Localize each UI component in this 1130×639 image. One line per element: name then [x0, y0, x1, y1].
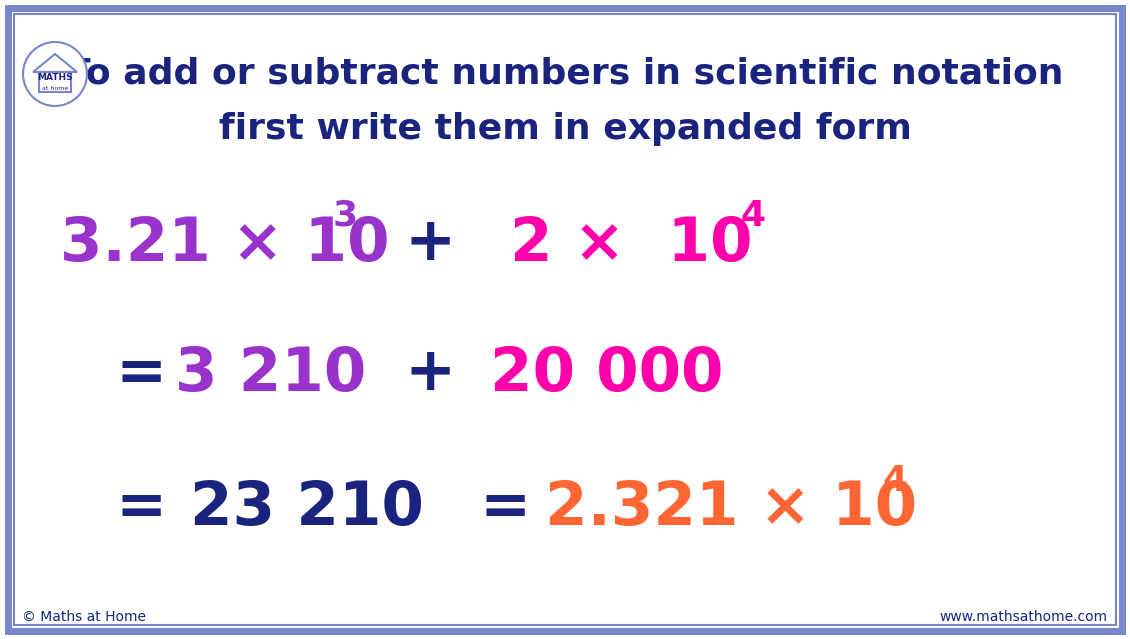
Text: at home: at home [42, 86, 68, 91]
Text: 2.321 × 10: 2.321 × 10 [545, 479, 918, 539]
Text: 2 ×  10: 2 × 10 [510, 215, 753, 273]
Text: 20 000: 20 000 [490, 344, 723, 403]
Text: =: = [115, 479, 166, 539]
Text: =: = [115, 344, 166, 403]
Text: 3.21 × 10: 3.21 × 10 [60, 215, 390, 273]
Text: =: = [480, 479, 531, 539]
Text: © Maths at Home: © Maths at Home [21, 610, 146, 624]
Circle shape [23, 42, 87, 106]
Text: www.mathsathome.com: www.mathsathome.com [940, 610, 1109, 624]
Text: 4: 4 [740, 199, 765, 233]
FancyBboxPatch shape [14, 14, 1116, 625]
Text: To add or subtract numbers in scientific notation: To add or subtract numbers in scientific… [67, 57, 1063, 91]
Text: 3 210: 3 210 [175, 344, 366, 403]
Text: +: + [405, 344, 455, 403]
Text: first write them in expanded form: first write them in expanded form [218, 112, 912, 146]
Text: 3: 3 [333, 199, 358, 233]
Text: MATHS: MATHS [37, 73, 72, 82]
Text: 23 210: 23 210 [190, 479, 424, 539]
FancyBboxPatch shape [8, 8, 1122, 631]
Text: 4: 4 [883, 464, 907, 498]
Text: +: + [405, 215, 455, 273]
